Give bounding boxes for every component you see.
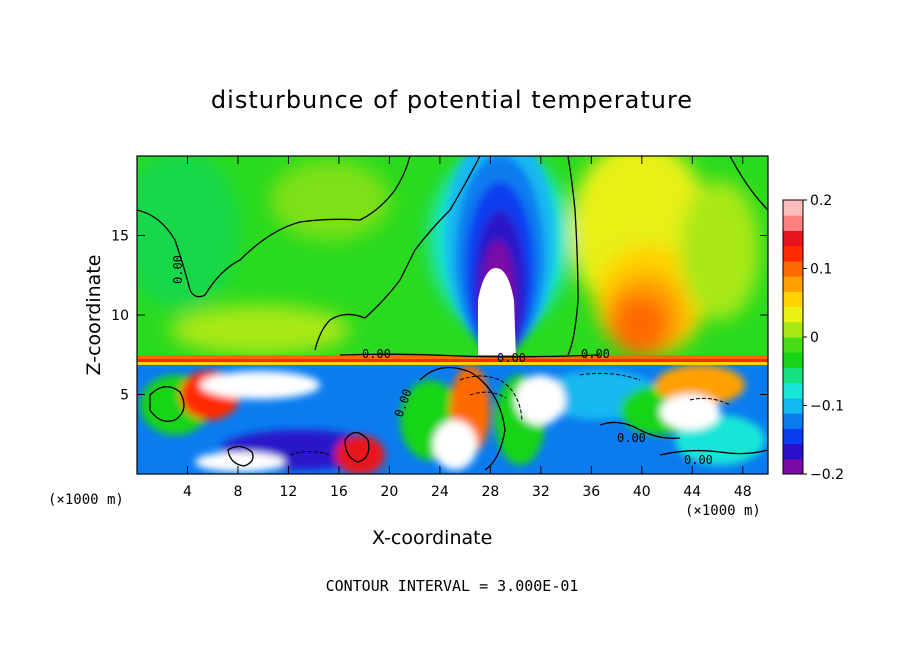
x-axis-unit: (×1000 m): [685, 503, 761, 519]
colorbar-swatch: [783, 458, 803, 475]
y-axis: 5 10 15: [111, 229, 768, 404]
y-tick-label: 15: [111, 229, 129, 245]
colorbar-swatch: [783, 291, 803, 308]
y-axis-label: Z-coordinate: [83, 254, 105, 376]
colorbar-tick-label: −0.2: [810, 467, 844, 483]
x-tick-label: 16: [330, 484, 348, 500]
x-tick-label: 36: [582, 484, 600, 500]
x-tick-label: 48: [734, 484, 752, 500]
x-tick-label: 24: [431, 484, 449, 500]
chart-title: disturbunce of potential temperature: [210, 86, 694, 114]
y-tick-label: 5: [120, 388, 129, 404]
colorbar-swatch: [783, 382, 803, 399]
x-tick-label: 32: [532, 484, 550, 500]
contour-label: 0.00: [171, 255, 185, 284]
x-axis: 4 8 12 16 20 24 28 32 36 40 44 48: [183, 156, 752, 500]
x-tick-label: 4: [183, 484, 192, 500]
contour-label: 0.00: [497, 351, 526, 365]
colorbar-tick-label: 0.1: [810, 262, 832, 278]
y-axis-unit: (×1000 m): [48, 492, 124, 508]
colorbar-swatch: [783, 230, 803, 247]
contour-label: 0.00: [684, 453, 713, 467]
colorbar-swatch: [783, 260, 803, 277]
y-tick-label: 10: [111, 308, 129, 324]
lower-layer-mixing: [140, 365, 765, 474]
x-tick-label: 8: [233, 484, 242, 500]
interface-strip-warm: [137, 355, 768, 359]
colorbar-swatch: [783, 200, 803, 216]
colorbar-swatch: [783, 413, 803, 429]
colorbar-swatch: [783, 443, 803, 460]
colorbar-swatch: [783, 306, 803, 323]
x-tick-label: 12: [280, 484, 298, 500]
contour-lines: [137, 156, 768, 471]
colorbar-swatch: [783, 215, 803, 231]
colorbar-swatch: [783, 397, 803, 414]
colorbar-swatch: [783, 352, 803, 368]
colorbar-swatch: [783, 428, 803, 445]
colorbar-swatch: [783, 367, 803, 384]
x-tick-label: 40: [633, 484, 651, 500]
colorbar-swatch: [783, 245, 803, 262]
colorbar-swatch: [783, 337, 803, 353]
colorbar: 0.2 0.1 0 −0.1 −0.2: [782, 193, 844, 483]
colorbar-swatch: [783, 321, 803, 338]
contour-label: 0.00: [581, 347, 610, 361]
colorbar-tick-label: 0.2: [810, 193, 832, 209]
colorbar-swatch: [783, 276, 803, 292]
colorbar-tick-label: −0.1: [810, 399, 844, 415]
contour-label: 0.00: [362, 347, 391, 361]
interface-strip-hot: [137, 359, 768, 362]
heatmap-field: [137, 156, 768, 474]
contour-label: 0.00: [617, 431, 646, 445]
cold-core: [478, 268, 516, 358]
x-axis-label: X-coordinate: [372, 527, 493, 549]
x-tick-label: 44: [683, 484, 701, 500]
contour-lines-negative: [289, 372, 731, 456]
x-tick-label: 20: [380, 484, 398, 500]
x-tick-label: 28: [481, 484, 499, 500]
contour-interval: CONTOUR INTERVAL = 3.000E-01: [325, 577, 579, 595]
interface-strip-yellow: [137, 362, 768, 365]
colorbar-tick-label: 0: [810, 330, 819, 346]
